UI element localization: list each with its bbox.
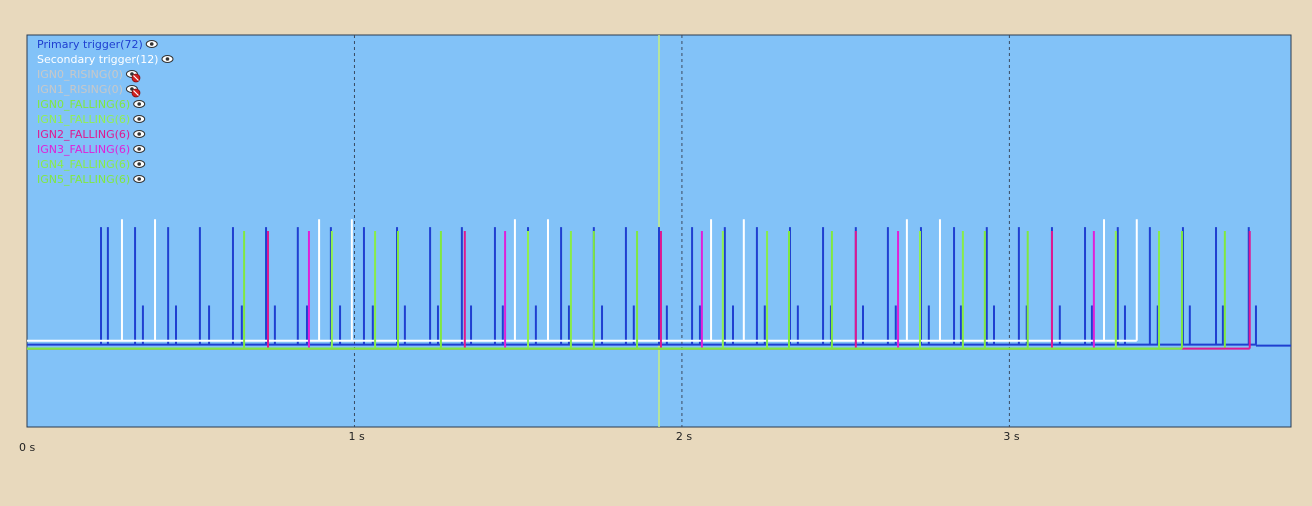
- eye-pupil: [165, 57, 170, 61]
- legend-entry[interactable]: IGN1_RISING(0): [37, 83, 123, 96]
- visibility-icon[interactable]: [125, 70, 141, 83]
- eye-pupil: [149, 42, 154, 46]
- hidden-slash: [133, 90, 139, 96]
- hidden-slash: [133, 75, 139, 81]
- legend-entry[interactable]: IGN3_FALLING(6): [37, 143, 130, 156]
- legend-entry[interactable]: IGN4_FALLING(6): [37, 158, 130, 171]
- visibility-icon[interactable]: [145, 40, 158, 48]
- visibility-icon[interactable]: [133, 130, 146, 138]
- visibility-icon[interactable]: [133, 145, 146, 153]
- legend-entry[interactable]: Secondary trigger(12): [37, 53, 158, 66]
- visibility-icon[interactable]: [133, 115, 146, 123]
- eye-pupil: [137, 147, 141, 151]
- visibility-icon[interactable]: [161, 55, 174, 63]
- eye-pupil: [137, 102, 141, 106]
- visibility-icon[interactable]: [133, 160, 146, 168]
- eye-pupil: [137, 132, 141, 136]
- legend-entry[interactable]: IGN0_RISING(0): [37, 68, 123, 81]
- visibility-icon[interactable]: [125, 85, 141, 98]
- legend-entry[interactable]: IGN5_FALLING(6): [37, 173, 130, 186]
- eye-pupil: [137, 177, 141, 181]
- legend-entry[interactable]: IGN2_FALLING(6): [37, 128, 130, 141]
- visibility-icon[interactable]: [133, 100, 146, 108]
- legend-entry[interactable]: Primary trigger(72): [37, 38, 143, 51]
- x-tick-label: 2 s: [676, 430, 692, 443]
- x-tick-label: 0 s: [19, 441, 35, 454]
- eye-pupil: [137, 162, 141, 166]
- eye-pupil: [137, 117, 141, 121]
- legend-entry[interactable]: IGN0_FALLING(6): [37, 98, 130, 111]
- x-tick-label: 3 s: [1003, 430, 1019, 443]
- visibility-icon[interactable]: [133, 175, 146, 183]
- legend-entry[interactable]: IGN1_FALLING(6): [37, 113, 130, 126]
- x-tick-label: 1 s: [348, 430, 364, 443]
